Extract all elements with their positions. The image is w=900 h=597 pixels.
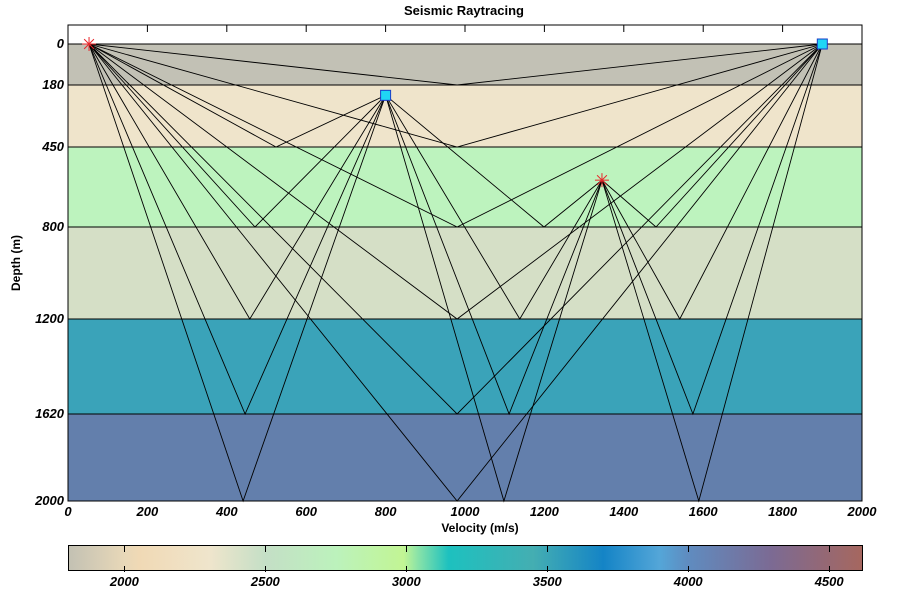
velocity-layer (68, 414, 862, 501)
ray-path (88, 43, 386, 228)
x-tick-label: 1800 (768, 504, 798, 519)
x-tick-label: 1400 (609, 504, 639, 519)
x-tick-label: 400 (215, 504, 238, 519)
receiver-square-icon (816, 38, 828, 50)
x-tick-label: 1000 (450, 504, 480, 519)
x-tick-label: 1600 (688, 504, 718, 519)
ray-path (601, 43, 823, 320)
velocity-layer (68, 227, 862, 319)
ray-path (88, 43, 823, 148)
colorbar-tick (124, 566, 126, 572)
ray-path (601, 43, 823, 416)
colorbar-tick-label: 2000 (109, 574, 139, 589)
colorbar-tick (265, 546, 267, 552)
colorbar-tick-label: 4000 (673, 574, 703, 589)
colorbar-tick-label: 2500 (250, 574, 280, 589)
x-tick-label: 200 (136, 504, 159, 519)
ray-path (385, 94, 603, 228)
y-axis-title: Depth (m) (9, 235, 23, 291)
receiver-square-icon (380, 89, 392, 101)
colorbar-tick (547, 566, 549, 572)
y-tick-label: 2000 (35, 493, 64, 508)
y-tick-label: 1620 (35, 406, 64, 421)
ray-path (88, 43, 823, 415)
source-star-icon (82, 37, 97, 51)
y-tick-label: 0 (56, 36, 64, 51)
ray-path (88, 43, 823, 228)
colorbar-tick-label: 3500 (532, 574, 562, 589)
velocity-layer (68, 44, 862, 85)
colorbar-tick (547, 546, 549, 552)
colorbar-tick-label: 3000 (391, 574, 421, 589)
ray-path (88, 43, 386, 148)
chart-title: Seismic Raytracing (404, 3, 524, 18)
x-tick-label: 2000 (847, 504, 877, 519)
y-tick-label: 450 (42, 139, 64, 154)
velocity-layer (68, 85, 862, 147)
raytracing-plot (67, 24, 863, 503)
x-tick-label: 600 (295, 504, 318, 519)
x-tick-label: 800 (374, 504, 397, 519)
colorbar-tick (265, 566, 267, 572)
y-tick-label: 800 (42, 219, 64, 234)
ray-path (385, 95, 603, 416)
ray-path (88, 43, 386, 320)
colorbar-tick (829, 566, 831, 572)
colorbar-tick (124, 546, 126, 552)
ray-path (88, 43, 387, 416)
colorbar-tick-label: 4500 (814, 574, 844, 589)
colorbar (68, 545, 863, 572)
ray-path (88, 43, 823, 86)
colorbar-tick (406, 546, 408, 552)
y-tick-label: 180 (42, 77, 64, 92)
colorbar-tick (688, 546, 690, 552)
y-tick-label: 1200 (35, 311, 64, 326)
source-star-icon (594, 173, 609, 188)
colorbar-tick (829, 546, 831, 552)
colorbar-tick (406, 566, 408, 572)
ray-path (385, 95, 603, 320)
ray-path (88, 43, 823, 320)
x-axis-title: Velocity (m/s) (441, 521, 519, 535)
x-tick-label: 1200 (529, 504, 559, 519)
ray-path (601, 43, 823, 228)
colorbar-tick (688, 566, 690, 572)
velocity-layer (68, 147, 862, 227)
x-tick-label: 0 (64, 504, 72, 519)
